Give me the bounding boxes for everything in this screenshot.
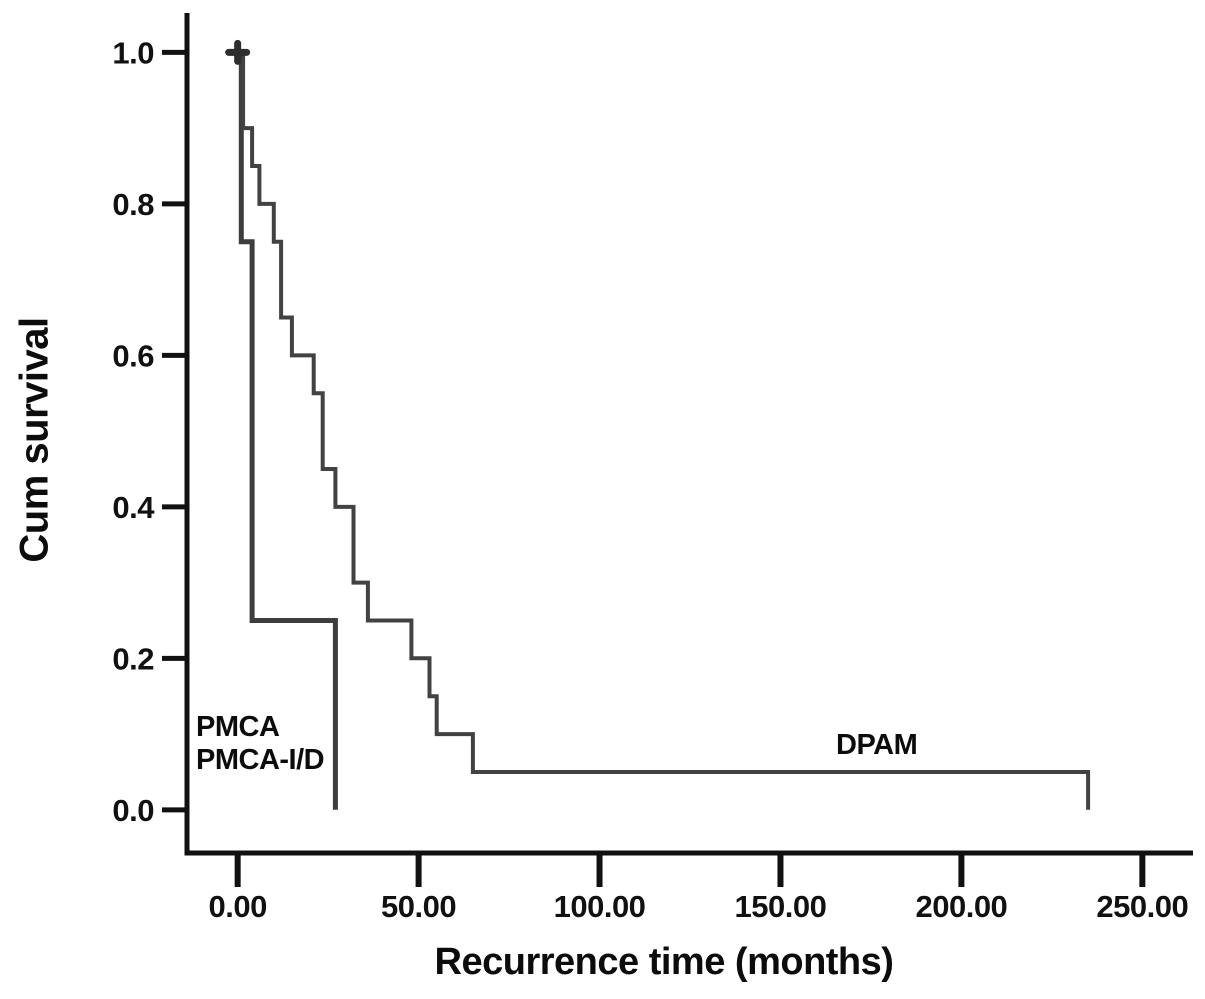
y-tick-label: 0.6 [112, 338, 154, 373]
y-tick-label: 1.0 [112, 35, 154, 70]
y-tick-label: 0.2 [112, 641, 154, 676]
x-tick-label: 250.00 [1096, 889, 1188, 924]
y-axis-title: Cum survival [12, 317, 57, 563]
dpam-curve-path [237, 50, 1091, 810]
y-tick-label: 0.8 [112, 187, 154, 222]
x-tick-label: 200.00 [915, 889, 1007, 924]
pmca-curve-label: PMCA PMCA-I/D [196, 711, 325, 777]
x-axis-title: Recurrence time (months) [434, 941, 894, 983]
x-tick-label: 150.00 [735, 889, 827, 924]
pmca-curve-label-line2: PMCA-I/D [196, 744, 325, 776]
x-tick-label: 50.00 [381, 889, 456, 924]
pmca-curve-label-line1: PMCA [196, 711, 280, 743]
y-tick-label: 0.0 [112, 793, 154, 828]
dpam-curve-label: DPAM [836, 729, 918, 761]
x-tick-label: 0.00 [208, 889, 266, 924]
x-tick-label: 100.00 [554, 889, 646, 924]
y-tick-label: 0.4 [112, 490, 155, 525]
